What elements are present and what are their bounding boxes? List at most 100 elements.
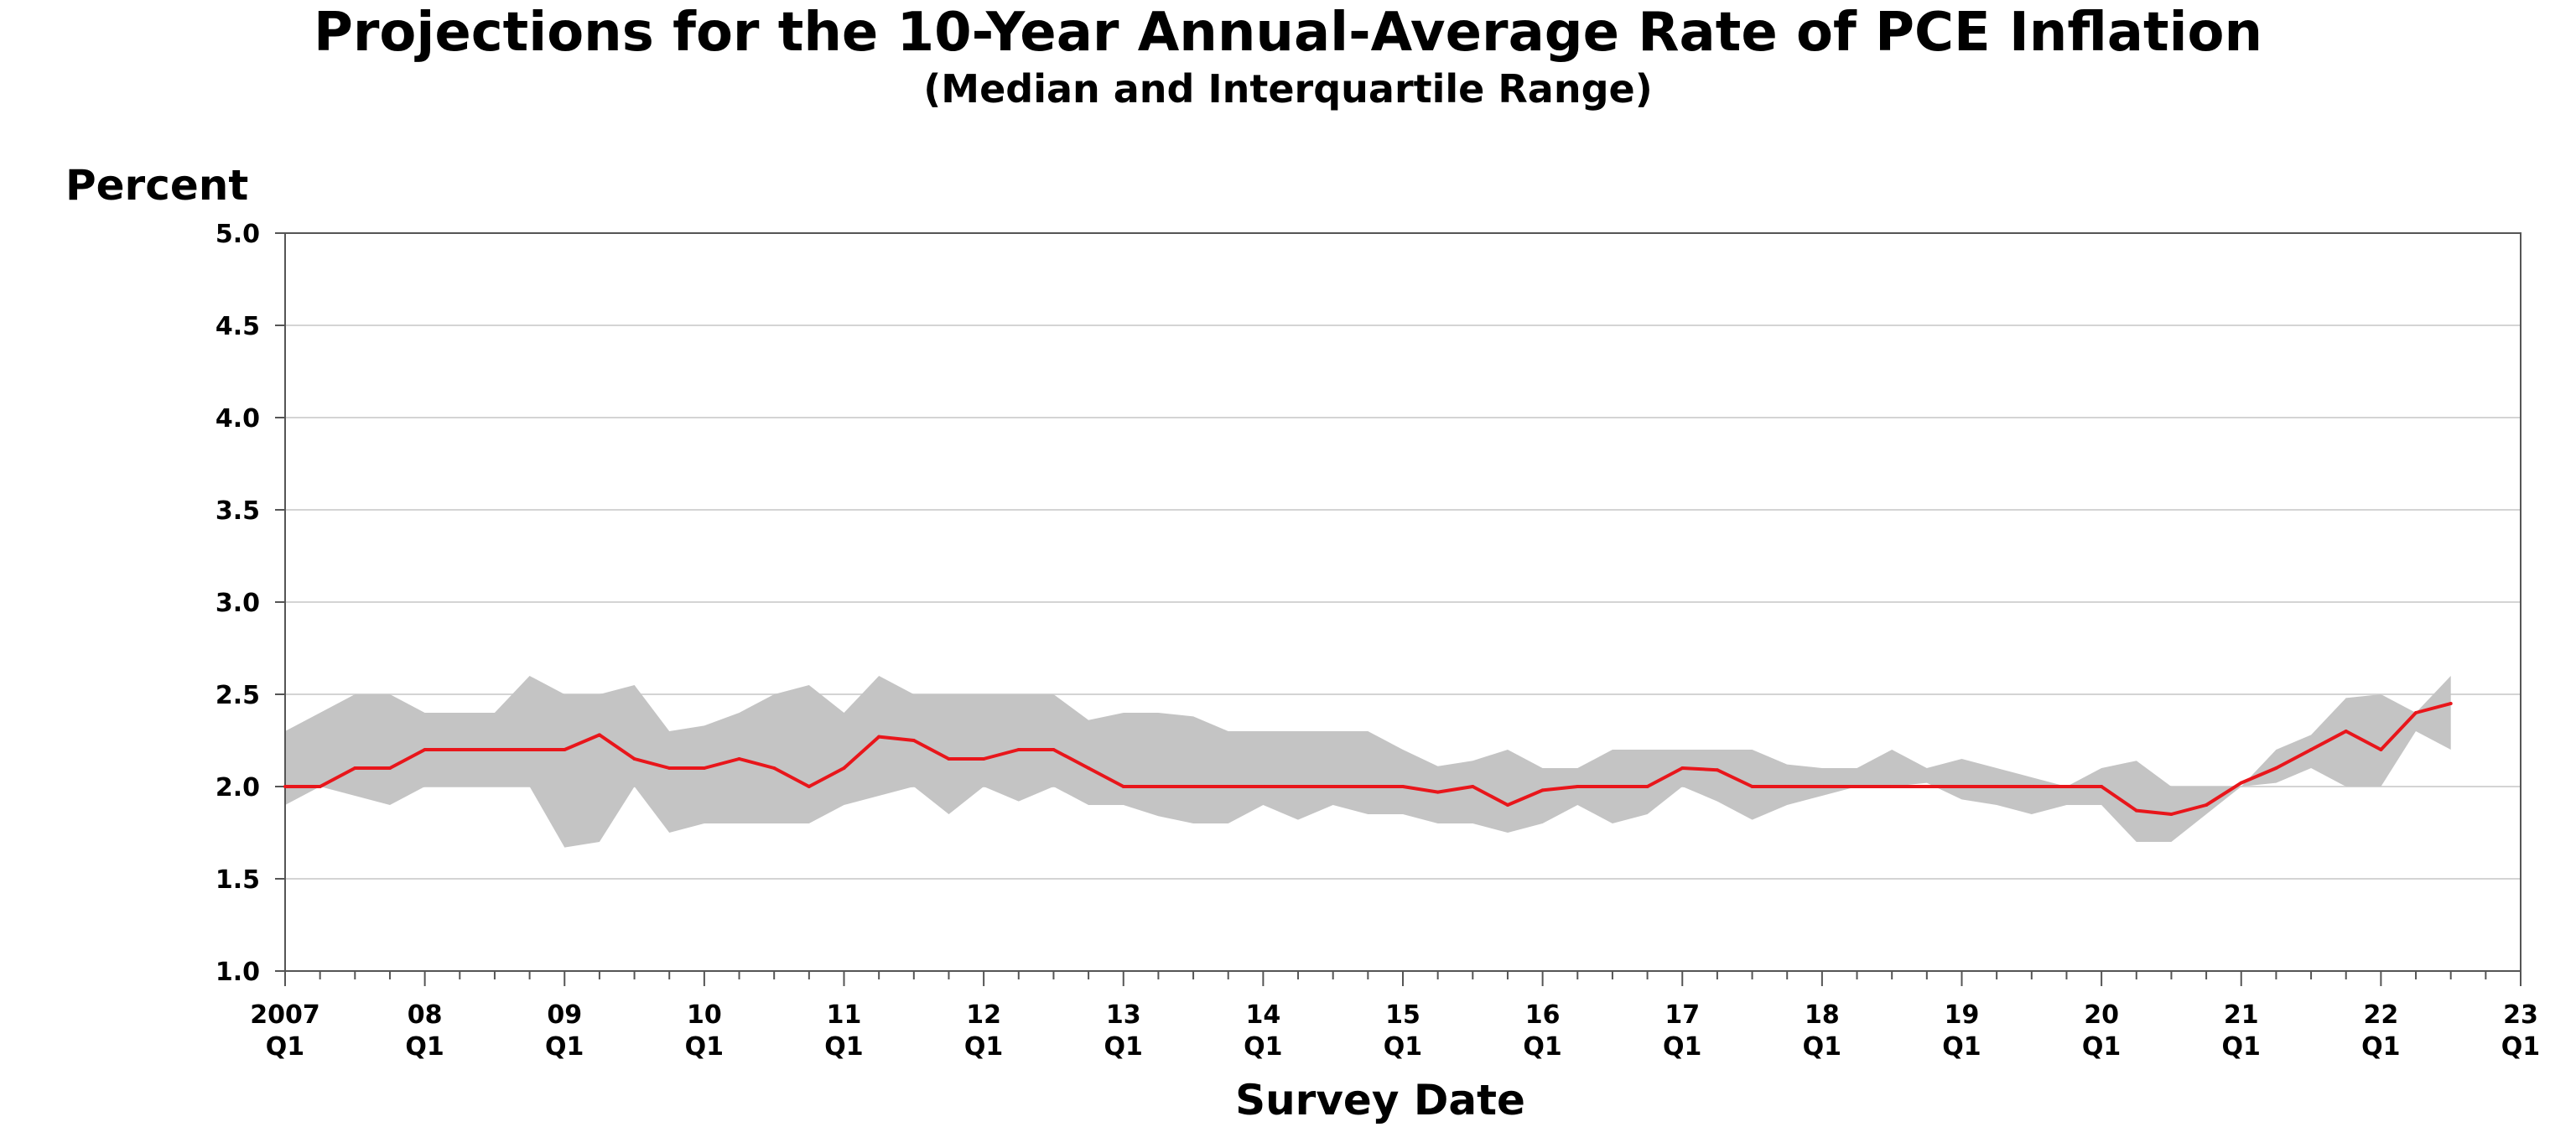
median-point (1016, 748, 1021, 751)
x-tick-label-quarter: Q1 (685, 1032, 724, 1062)
y-tick-label: 3.5 (216, 496, 260, 526)
y-tick-label: 2.0 (216, 773, 260, 802)
x-tick-label-quarter: Q1 (545, 1032, 584, 1062)
x-tick-label-year: 08 (408, 1000, 443, 1030)
x-tick-label-year: 23 (2503, 1000, 2538, 1030)
y-tick-label: 1.5 (216, 865, 260, 895)
median-point (877, 735, 881, 739)
median-point (1366, 785, 1370, 788)
x-tick-label-quarter: Q1 (824, 1032, 863, 1062)
x-tick-label-quarter: Q1 (1384, 1032, 1422, 1062)
median-point (387, 766, 392, 770)
median-point (1436, 790, 1440, 794)
median-point (1540, 788, 1545, 792)
median-point (737, 757, 741, 761)
median-point (2134, 808, 2138, 813)
median-point (1960, 785, 1964, 788)
x-tick-labels: 2007Q108Q109Q110Q111Q112Q113Q114Q115Q116… (250, 1000, 2540, 1062)
x-tick-label-quarter: Q1 (1244, 1032, 1282, 1062)
median-point (597, 733, 601, 737)
median-point (2449, 702, 2453, 705)
x-tick-label-quarter: Q1 (1942, 1032, 1981, 1062)
y-tick-label: 1.0 (216, 958, 260, 987)
y-tick-labels: 1.0 1.5 2.0 2.5 3.0 3.5 4.0 4.5 5.0 (216, 220, 260, 987)
median-point (458, 748, 462, 751)
x-tick-label-year: 2007 (250, 1000, 320, 1030)
x-tick-label-year: 19 (1945, 1000, 1980, 1030)
median-point (2274, 766, 2278, 770)
median-point (2029, 785, 2033, 788)
x-tick-label-quarter: Q1 (405, 1032, 444, 1062)
median-point (2344, 730, 2348, 733)
y-axis-label: Percent (65, 161, 248, 210)
median-point (2064, 785, 2069, 788)
median-point (1331, 785, 1335, 788)
median-point (982, 757, 986, 761)
x-axis-label: Survey Date (1235, 1076, 1525, 1124)
x-tick-label-quarter: Q1 (1663, 1032, 1701, 1062)
median-point (911, 739, 916, 742)
x-tick-label-year: 11 (827, 1000, 862, 1030)
median-point (2239, 781, 2243, 785)
median-point (842, 766, 846, 770)
median-point (1156, 785, 1161, 788)
median-point (2379, 748, 2383, 751)
median-point (1924, 785, 1929, 788)
median-point (1785, 785, 1789, 788)
median-point (2100, 785, 2104, 788)
y-tick-label: 2.5 (216, 681, 260, 710)
y-tick-label: 4.0 (216, 404, 260, 434)
median-point (632, 757, 636, 761)
x-tick-label-year: 15 (1385, 1000, 1420, 1030)
median-point (2414, 711, 2418, 714)
median-point (2205, 803, 2209, 807)
x-tick-label-year: 22 (2364, 1000, 2399, 1030)
plot-frame (275, 232, 2521, 986)
median-point (1401, 785, 1405, 788)
median-point (667, 766, 672, 770)
x-tick-label-quarter: Q1 (1104, 1032, 1143, 1062)
chart-subtitle: (Median and Interquartile Range) (923, 66, 1652, 112)
interquartile-range-area (285, 676, 2451, 848)
median-point (1471, 785, 1475, 788)
median-point (1855, 785, 1859, 788)
y-tick-label: 3.0 (216, 589, 260, 618)
median-point (807, 785, 811, 788)
median-point (1680, 766, 1685, 770)
median-point (318, 785, 322, 788)
median-point (1192, 785, 1196, 788)
median-point (2309, 748, 2314, 751)
median-point (1820, 785, 1824, 788)
median-point (1052, 748, 1056, 751)
x-tick-label-year: 17 (1665, 1000, 1700, 1030)
x-tick-label-quarter: Q1 (2082, 1032, 2121, 1062)
interquartile-range (285, 676, 2451, 848)
median-point (492, 748, 496, 751)
median-point (1645, 785, 1649, 788)
x-tick-label-quarter: Q1 (266, 1032, 304, 1062)
x-tick-label-year: 12 (966, 1000, 1001, 1030)
chart-title: Projections for the 10-Year Annual-Avera… (314, 2, 2262, 64)
x-tick-label-year: 20 (2084, 1000, 2119, 1030)
x-tick-label-quarter: Q1 (2361, 1032, 2400, 1062)
median-point (1121, 785, 1125, 788)
x-tick-label-quarter: Q1 (1523, 1032, 1561, 1062)
median-point (1995, 785, 1999, 788)
median-point (947, 757, 951, 761)
median-point (423, 748, 427, 751)
x-tick-label-year: 16 (1525, 1000, 1561, 1030)
median-point (2169, 813, 2174, 816)
median-point (1715, 768, 1719, 772)
median-point (353, 766, 357, 770)
x-tick-label-quarter: Q1 (2222, 1032, 2261, 1062)
median-point (1576, 785, 1580, 788)
median-series (283, 702, 2453, 816)
median-point (1226, 785, 1230, 788)
median-point (1296, 785, 1301, 788)
median-point (1087, 766, 1091, 770)
x-tick-label-year: 18 (1805, 1000, 1840, 1030)
median-point (563, 748, 567, 751)
x-tick-label-quarter: Q1 (964, 1032, 1003, 1062)
median-point (527, 748, 532, 751)
